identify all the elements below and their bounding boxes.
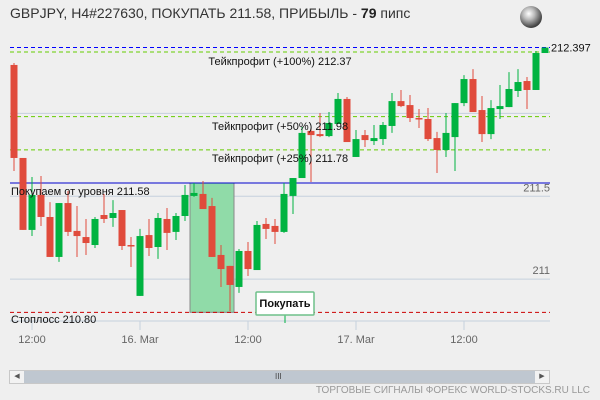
candle-body bbox=[424, 119, 432, 140]
candle-body bbox=[91, 218, 99, 246]
title-text: GBPJPY, H4#227630, ПОКУПАТЬ 211.58, ПРИБ… bbox=[10, 5, 361, 21]
candle-body bbox=[145, 235, 153, 248]
candle-body bbox=[73, 230, 81, 237]
candle-body bbox=[154, 217, 162, 247]
horizontal-scrollbar[interactable]: ◀ III ▶ bbox=[9, 370, 550, 384]
candle-body bbox=[271, 225, 279, 232]
candle-body bbox=[505, 88, 513, 108]
candle-body bbox=[325, 122, 333, 137]
candle-body bbox=[433, 138, 441, 151]
globe-icon[interactable] bbox=[520, 6, 542, 28]
level-label: Тейкпрофит (+25%) 211.78 bbox=[212, 153, 348, 165]
candle-body bbox=[37, 194, 45, 217]
candle-body bbox=[496, 106, 504, 110]
candle-body bbox=[289, 178, 297, 196]
candle-body bbox=[199, 193, 207, 210]
arrow-right-icon[interactable]: ▶ bbox=[535, 371, 549, 383]
candle-body bbox=[460, 79, 468, 104]
candle-body bbox=[406, 105, 414, 119]
level-label: Покупаем от уровня 211.58 bbox=[11, 186, 150, 198]
candle-body bbox=[415, 118, 423, 120]
candle-body bbox=[532, 53, 540, 90]
candle-body bbox=[514, 82, 522, 91]
candle-body bbox=[172, 215, 180, 232]
footer-credit: ТОРГОВЫЕ СИГНАЛЫ ФОРЕКС WORLD-STOCKS.RU … bbox=[315, 385, 590, 396]
candle-body bbox=[19, 157, 27, 230]
candle-body bbox=[82, 237, 90, 244]
candle-body bbox=[244, 250, 252, 270]
candle-body bbox=[28, 194, 36, 230]
level-label: Стоплосс 210.80 bbox=[11, 314, 96, 326]
candle-body bbox=[397, 101, 405, 107]
candle-body bbox=[451, 103, 459, 138]
candle-body bbox=[361, 135, 369, 141]
candle-body bbox=[226, 265, 234, 285]
candle-body bbox=[523, 81, 531, 90]
chart-title: GBPJPY, H4#227630, ПОКУПАТЬ 211.58, ПРИБ… bbox=[10, 5, 410, 21]
candle-body bbox=[46, 216, 54, 257]
candle-body bbox=[487, 108, 495, 135]
candle-body bbox=[100, 214, 108, 219]
candle-body bbox=[181, 194, 189, 216]
candle-body bbox=[316, 134, 324, 137]
candle-body bbox=[262, 223, 270, 229]
candle-body bbox=[469, 79, 477, 113]
candle-body bbox=[127, 245, 135, 247]
candle-body bbox=[370, 138, 378, 142]
candle-body bbox=[10, 64, 18, 158]
x-tick-label: 12:00 bbox=[450, 334, 478, 346]
candle-body bbox=[55, 203, 63, 257]
candle-body bbox=[280, 193, 288, 232]
x-tick-label: 17. Mar bbox=[337, 334, 375, 346]
x-tick-label: 16. Mar bbox=[121, 334, 159, 346]
candle-body bbox=[136, 236, 144, 296]
arrow-left-icon[interactable]: ◀ bbox=[10, 371, 24, 383]
candle-body bbox=[307, 130, 315, 136]
candle-body bbox=[190, 192, 198, 196]
candle-body bbox=[478, 110, 486, 135]
candle-body bbox=[64, 203, 72, 232]
candle-body bbox=[334, 98, 342, 124]
candle-body bbox=[208, 206, 216, 257]
level-label: Тейкпрофит (+50%) 211.98 bbox=[212, 121, 348, 133]
profit-pips: 79 bbox=[360, 5, 377, 21]
buy-signal-label: Покупать bbox=[259, 298, 310, 310]
candle-body bbox=[235, 250, 243, 287]
candle-body bbox=[352, 139, 360, 157]
candle-body bbox=[298, 132, 306, 179]
x-tick-label: 12:00 bbox=[18, 334, 46, 346]
x-tick-label: 12:00 bbox=[234, 334, 262, 346]
candle-body bbox=[253, 224, 261, 271]
y-tick-label: 211.5 bbox=[523, 182, 550, 194]
candle-body bbox=[163, 218, 171, 233]
candle-body bbox=[343, 98, 351, 143]
candle-body bbox=[541, 47, 549, 54]
candle-body bbox=[217, 254, 225, 270]
current-price-label: 212.397 bbox=[551, 43, 591, 55]
candle-body bbox=[118, 210, 126, 247]
candle-body bbox=[379, 124, 387, 140]
scroll-grip[interactable]: III bbox=[275, 372, 282, 381]
candle-body bbox=[109, 213, 117, 218]
candle-body bbox=[442, 132, 450, 151]
y-tick-label: 211 bbox=[532, 265, 550, 277]
candle-body bbox=[388, 101, 396, 126]
buy-signal-box bbox=[255, 291, 315, 316]
title-suffix: пипс bbox=[376, 5, 411, 21]
level-label: Тейкпрофит (+100%) 212.37 bbox=[208, 56, 351, 68]
